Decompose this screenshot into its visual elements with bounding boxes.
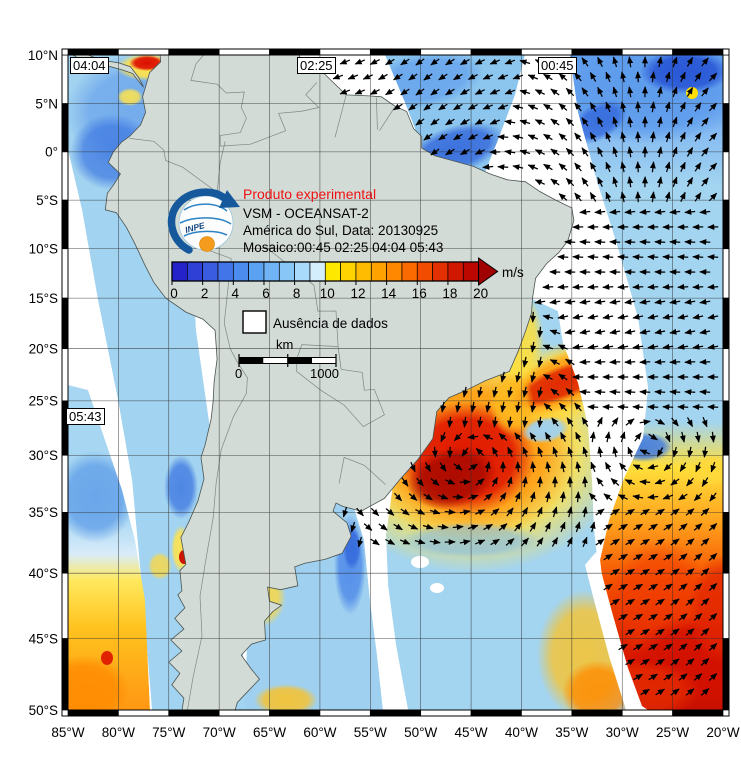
colorbar-tick-label: 0 — [170, 286, 178, 301]
axis-labels: 85°W 80°W 75°W 70°W 65°W 60°W 55°W 50°W 45°W 40°W… — [28, 48, 740, 740]
title-product: VSM - OCEANSAT-2 — [243, 206, 369, 221]
no-data-legend-label: Ausência de dados — [273, 316, 388, 331]
title-experimental: Produto experimental — [243, 186, 377, 202]
title-mosaic-times: Mosaico:00:45 02:25 04:04 05:43 — [243, 240, 444, 255]
colorbar-tick-label: 20 — [473, 286, 488, 301]
scale-bar — [238, 354, 337, 367]
colorbar-tick-label: 18 — [442, 286, 457, 301]
map-frame — [61, 48, 730, 717]
colorbar: 0 2 4 6 8 10 12 14 16 18 20 — [170, 257, 499, 301]
lon-tick-label: 65°W — [253, 725, 286, 740]
title-region-date: América do Sul, Data: 20130925 — [243, 223, 439, 238]
lon-tick-label: 50°W — [404, 725, 437, 740]
lat-tick-label: 10°S — [29, 242, 58, 257]
logo-orange-sphere-icon — [199, 236, 215, 252]
lat-tick-label: 15°S — [29, 291, 58, 306]
lon-tick-label: 80°W — [102, 725, 135, 740]
lon-tick-label: 55°W — [354, 725, 387, 740]
lat-tick-label: 35°S — [29, 505, 58, 520]
lon-tick-label: 70°W — [203, 725, 236, 740]
colorbar-tick-label: 10 — [320, 286, 335, 301]
lat-tick-label: 5°S — [36, 193, 58, 208]
lon-tick-label: 75°W — [152, 725, 185, 740]
lon-tick-label: 20°W — [706, 725, 739, 740]
lon-tick-label: 45°W — [454, 725, 487, 740]
graticule — [68, 55, 723, 710]
map-content — [68, 55, 723, 710]
lat-tick-label: 20°S — [29, 341, 58, 356]
colorbar-tick-label: 12 — [350, 286, 365, 301]
country-borders — [129, 55, 395, 710]
lat-tick-label: 25°S — [29, 394, 58, 409]
inpe-logo: INPE — [167, 188, 240, 254]
lat-tick-label: 0° — [45, 145, 58, 160]
swath-s1 — [68, 385, 150, 710]
pass-time-label-0045: 00:45 — [538, 57, 577, 74]
lat-tick-label: 30°S — [29, 448, 58, 463]
pass-time-label-0404: 04:04 — [70, 57, 109, 74]
scalebar-unit-label: km — [276, 337, 294, 352]
colorbar-arrowhead — [478, 257, 499, 286]
lon-tick-label: 35°W — [555, 725, 588, 740]
lon-tick-label: 30°W — [606, 725, 639, 740]
lon-tick-label: 60°W — [303, 725, 336, 740]
scalebar-start-label: 0 — [235, 366, 243, 381]
lat-tick-label: 50°S — [29, 703, 58, 718]
no-data-wedge — [585, 552, 648, 710]
scalebar-end-label: 1000 — [310, 366, 339, 381]
logo-arrowhead-icon — [219, 190, 240, 208]
lon-tick-label: 85°W — [51, 725, 84, 740]
colorbar-tick-label: 6 — [262, 286, 270, 301]
pass-time-label-0543: 05:43 — [66, 408, 105, 425]
pass-time-label-0225: 02:25 — [297, 57, 336, 74]
lat-tick-label: 45°S — [29, 631, 58, 646]
no-data-swatch — [242, 310, 267, 334]
lon-tick-label: 40°W — [505, 725, 538, 740]
colorbar-tick-label: 14 — [381, 286, 397, 301]
colorbar-tick-label: 16 — [412, 286, 427, 301]
lon-tick-label: 25°W — [656, 725, 689, 740]
colorbar-tick-label: 8 — [293, 286, 301, 301]
lat-tick-label: 5°N — [35, 96, 58, 111]
colorbar-tick-label: 2 — [201, 286, 209, 301]
title-block: Produto experimental VSM - OCEANSAT-2 Am… — [243, 186, 443, 256]
lat-tick-label: 10°N — [28, 48, 58, 63]
lat-tick-label: 40°S — [29, 566, 58, 581]
colorbar-tick-label: 4 — [232, 286, 240, 301]
colorbar-unit-label: m/s — [502, 265, 524, 280]
